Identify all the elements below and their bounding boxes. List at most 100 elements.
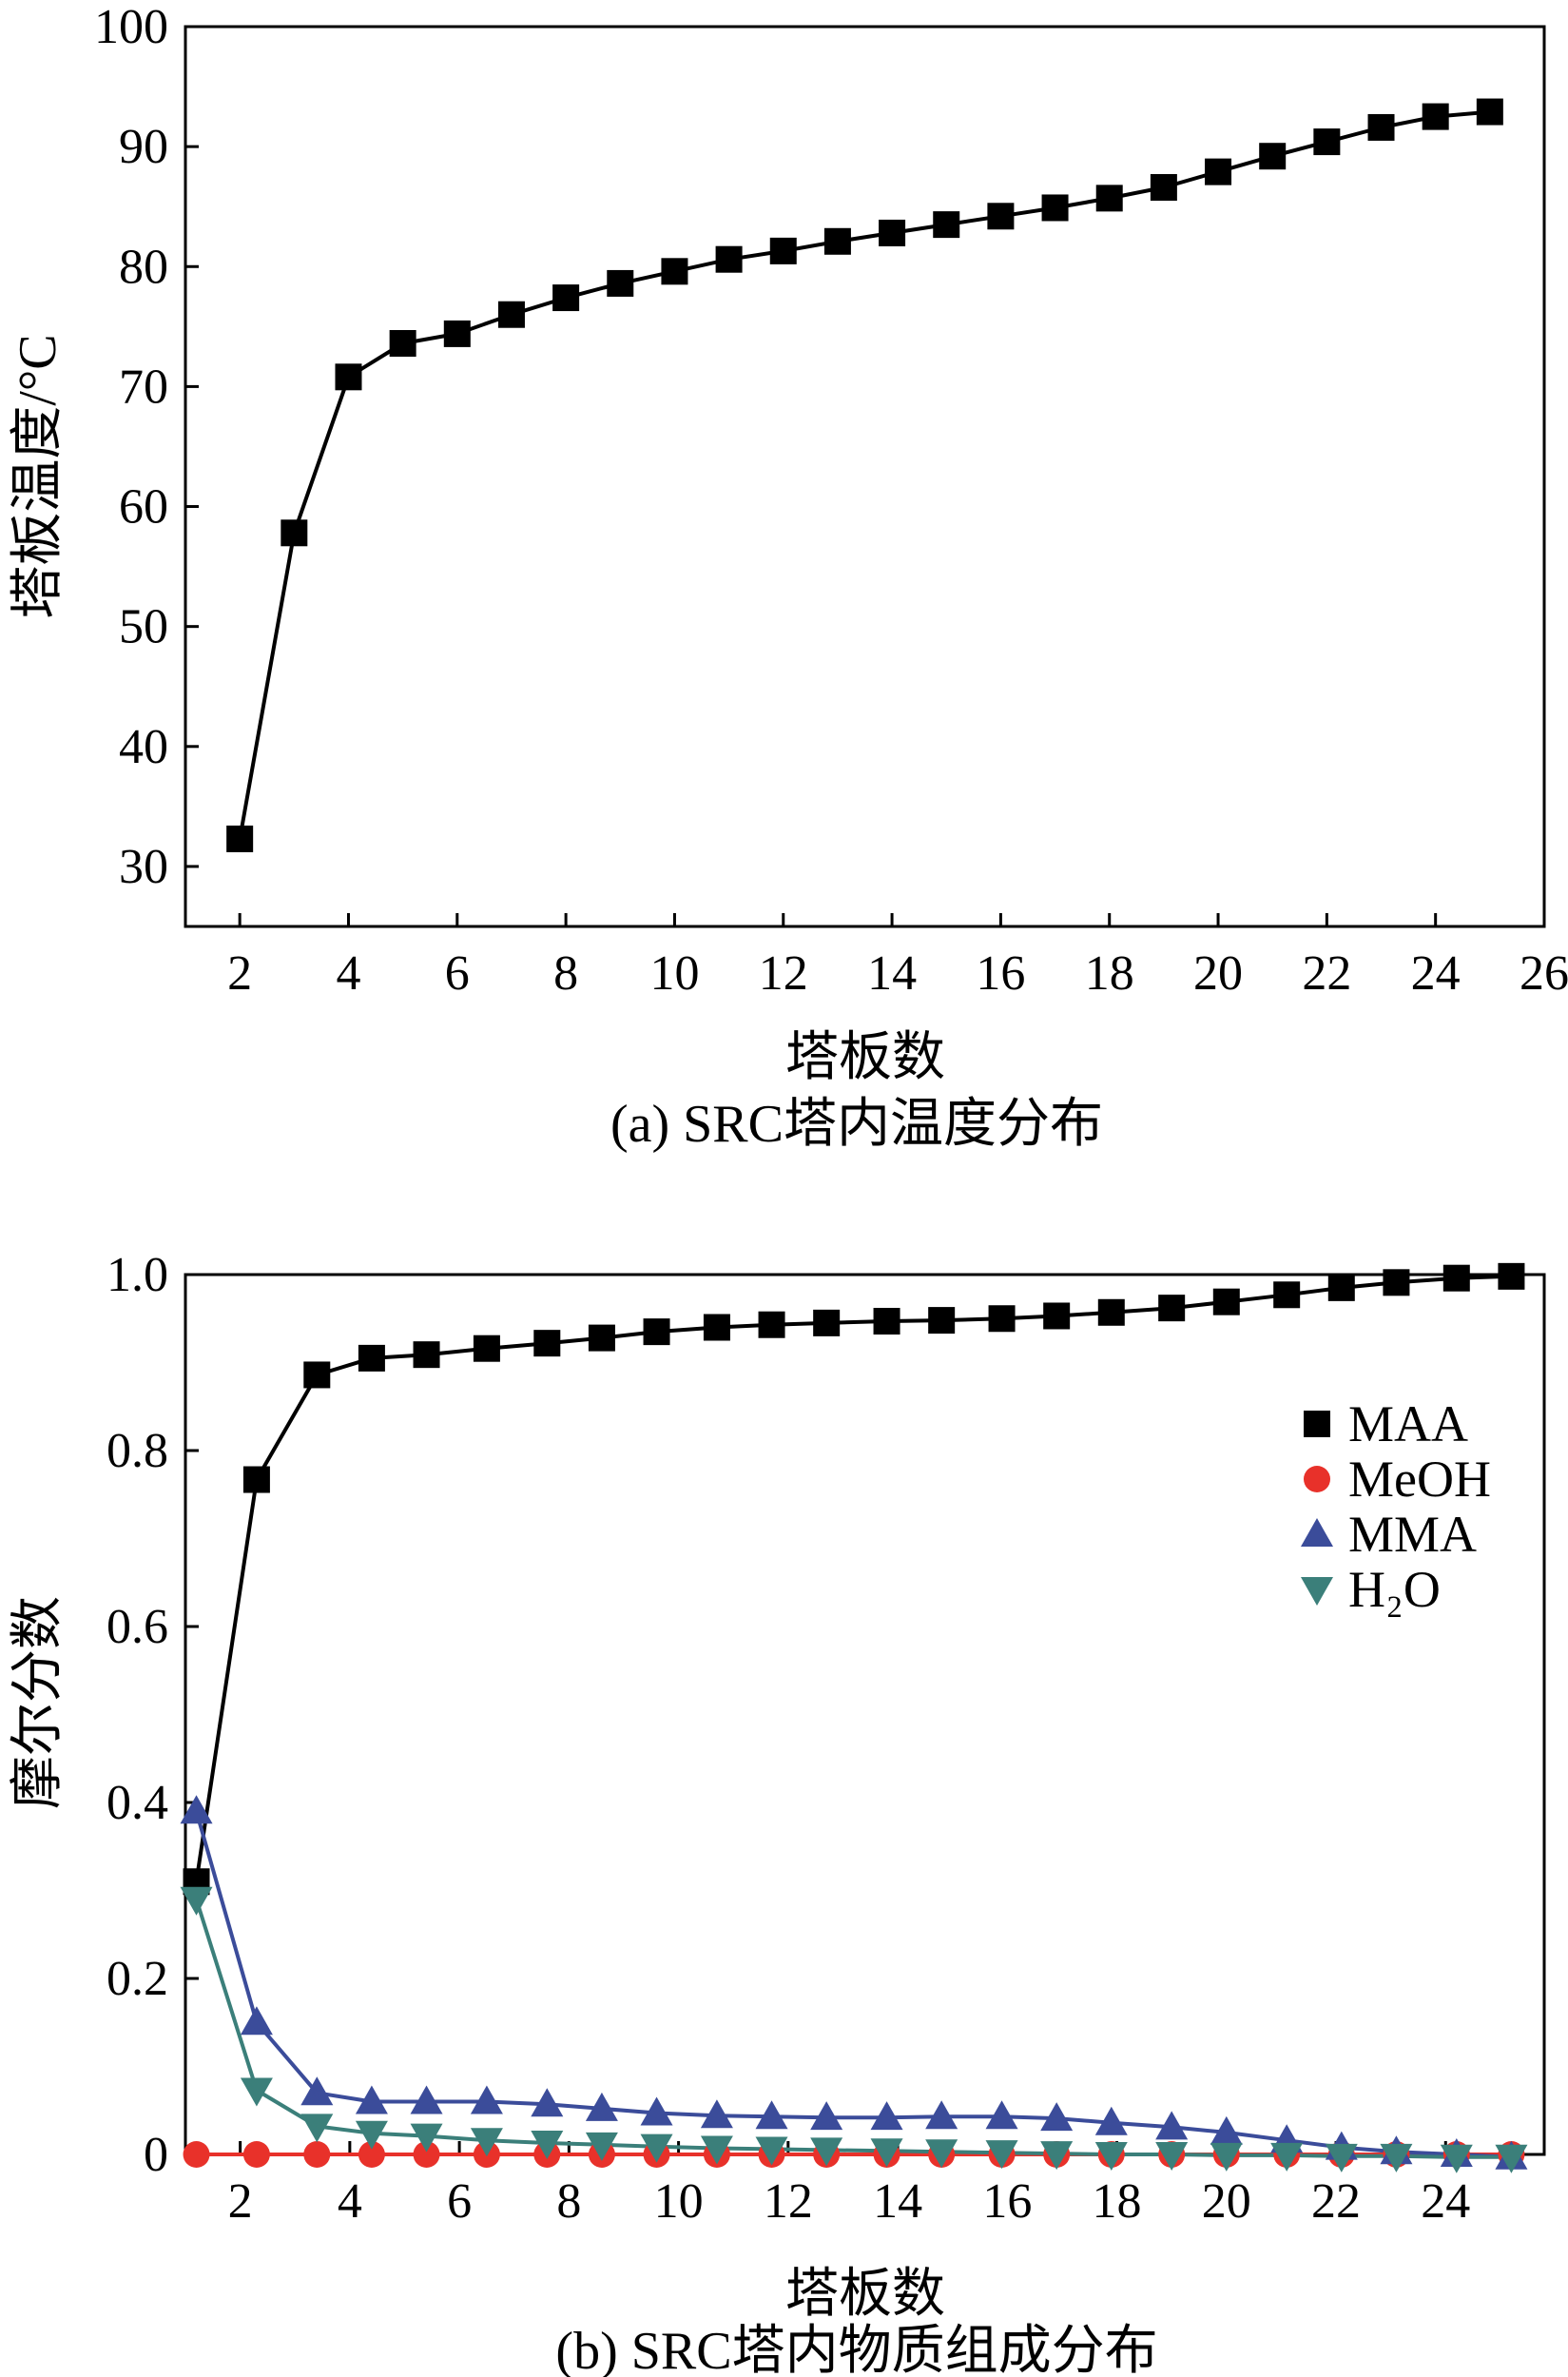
data-point-maa	[1383, 1269, 1410, 1296]
data-point-h2o	[1440, 2144, 1473, 2173]
data-point-maa	[303, 1361, 331, 1389]
chart-b-caption: (b) SRC塔内物质组成分布	[555, 2322, 1157, 2377]
legend-label-maa: MAA	[1348, 1395, 1468, 1452]
data-point-h2o	[531, 2130, 564, 2159]
data-point-temperature	[1041, 194, 1069, 222]
data-point-temperature	[1205, 158, 1232, 185]
x-tick-label: 18	[1085, 946, 1134, 1001]
data-point-mma	[755, 2100, 788, 2130]
chart-b-x-axis: 2 4 6 8 10 12 14 16 18 20 22 24	[228, 2141, 1470, 2229]
data-point-h2o	[1325, 2143, 1358, 2172]
x-tick-label: 6	[445, 946, 470, 1001]
data-point-h2o	[1495, 2144, 1528, 2173]
x-tick-label: 12	[759, 946, 808, 1001]
chart-a-x-axis: 2 4 6 8 10 12 14 16 18 20 22 24 26	[227, 913, 1568, 1001]
data-point-maa	[242, 1466, 270, 1493]
x-tick-label: 20	[1202, 2174, 1251, 2229]
data-point-h2o	[1210, 2142, 1243, 2172]
data-point-temperature	[823, 227, 851, 255]
x-tick-label: 2	[228, 2174, 253, 2229]
data-point-temperature	[715, 245, 743, 273]
x-tick-label: 10	[654, 2174, 704, 2229]
data-point-mma	[1040, 2102, 1074, 2132]
legend-marker-h2o	[1301, 1577, 1333, 1606]
data-point-maa	[1043, 1302, 1071, 1330]
x-tick-label: 8	[556, 2174, 581, 2229]
data-point-temperature	[335, 363, 362, 391]
y-tick-label: 50	[119, 600, 168, 654]
y-tick-label: 30	[119, 840, 168, 894]
y-tick-label: 0.8	[106, 1424, 168, 1478]
y-tick-label: 70	[119, 360, 168, 414]
data-point-h2o	[1094, 2142, 1128, 2171]
chart-a-frame	[184, 25, 1546, 928]
chart-b-y-axis: 0 0.2 0.4 0.6 0.8 1.0	[106, 1248, 199, 2182]
data-point-h2o	[1155, 2142, 1189, 2171]
data-point-maa	[758, 1311, 785, 1338]
series-line-temperature	[238, 109, 1490, 840]
chart-a-y-axis: 30 40 50 60 70 80 90 100	[94, 0, 199, 894]
chart-a-series-lines	[238, 109, 1490, 840]
data-point-temperature	[1150, 174, 1177, 202]
data-point-temperature	[281, 519, 308, 547]
data-point-mma	[1155, 2111, 1189, 2140]
chart-b-x-label: 塔板数	[785, 2265, 945, 2324]
legend-marker-mma	[1301, 1518, 1333, 1547]
data-point-mma	[180, 1795, 213, 1824]
data-point-temperature	[1422, 103, 1449, 130]
data-point-maa	[988, 1305, 1016, 1333]
data-point-h2o	[870, 2138, 903, 2168]
data-point-temperature	[1095, 185, 1123, 212]
x-tick-label: 22	[1302, 946, 1351, 1001]
x-tick-label: 16	[982, 2174, 1032, 2229]
y-tick-label: 0.4	[106, 1776, 168, 1830]
y-tick-label: 80	[119, 240, 168, 294]
x-tick-label: 4	[338, 2174, 362, 2229]
data-point-h2o	[925, 2139, 958, 2169]
data-point-temperature	[933, 211, 960, 239]
data-point-mma	[925, 2100, 958, 2130]
data-point-h2o	[240, 2077, 273, 2107]
data-point-h2o	[1040, 2141, 1074, 2171]
y-tick-label: 0.6	[106, 1600, 168, 1654]
data-point-maa	[1273, 1281, 1301, 1309]
x-tick-label: 4	[336, 946, 360, 1001]
data-point-h2o	[355, 2120, 388, 2150]
data-point-maa	[1158, 1295, 1186, 1322]
x-tick-label: 18	[1093, 2174, 1142, 2229]
data-point-h2o	[1380, 2143, 1413, 2172]
data-point-maa	[413, 1341, 440, 1369]
data-point-temperature	[1367, 113, 1395, 141]
x-tick-label: 22	[1311, 2174, 1361, 2229]
data-point-maa	[703, 1314, 730, 1341]
data-point-h2o	[410, 2123, 443, 2153]
data-point-temperature	[443, 320, 471, 347]
data-point-maa	[588, 1324, 615, 1352]
data-point-h2o	[700, 2135, 733, 2165]
data-point-mma	[470, 2085, 503, 2114]
data-point-maa	[533, 1330, 561, 1357]
series-line-mma	[194, 1810, 1512, 2159]
chart-b-markers	[180, 1262, 1528, 2173]
data-point-h2o	[470, 2128, 503, 2157]
data-point-temperature	[879, 219, 906, 246]
legend-label-mma: MMA	[1348, 1506, 1477, 1563]
data-point-temperature	[1259, 143, 1287, 170]
x-tick-label: 12	[764, 2174, 813, 2229]
x-tick-label: 26	[1520, 946, 1568, 1001]
data-point-mma	[810, 2101, 843, 2131]
chart-a-markers	[226, 98, 1503, 852]
data-point-meoh	[242, 2141, 270, 2168]
data-point-temperature	[552, 284, 580, 312]
data-point-mma	[240, 2006, 273, 2036]
data-point-temperature	[1476, 98, 1503, 126]
legend-marker-meoh	[1304, 1466, 1330, 1492]
chart-b-frame	[184, 1273, 1546, 2156]
data-point-h2o	[585, 2132, 618, 2161]
data-point-mma	[640, 2096, 673, 2126]
data-point-maa	[1097, 1298, 1125, 1326]
data-point-mma	[870, 2101, 903, 2131]
chart-b-series-lines	[194, 1274, 1512, 2159]
data-point-temperature	[1313, 128, 1341, 156]
